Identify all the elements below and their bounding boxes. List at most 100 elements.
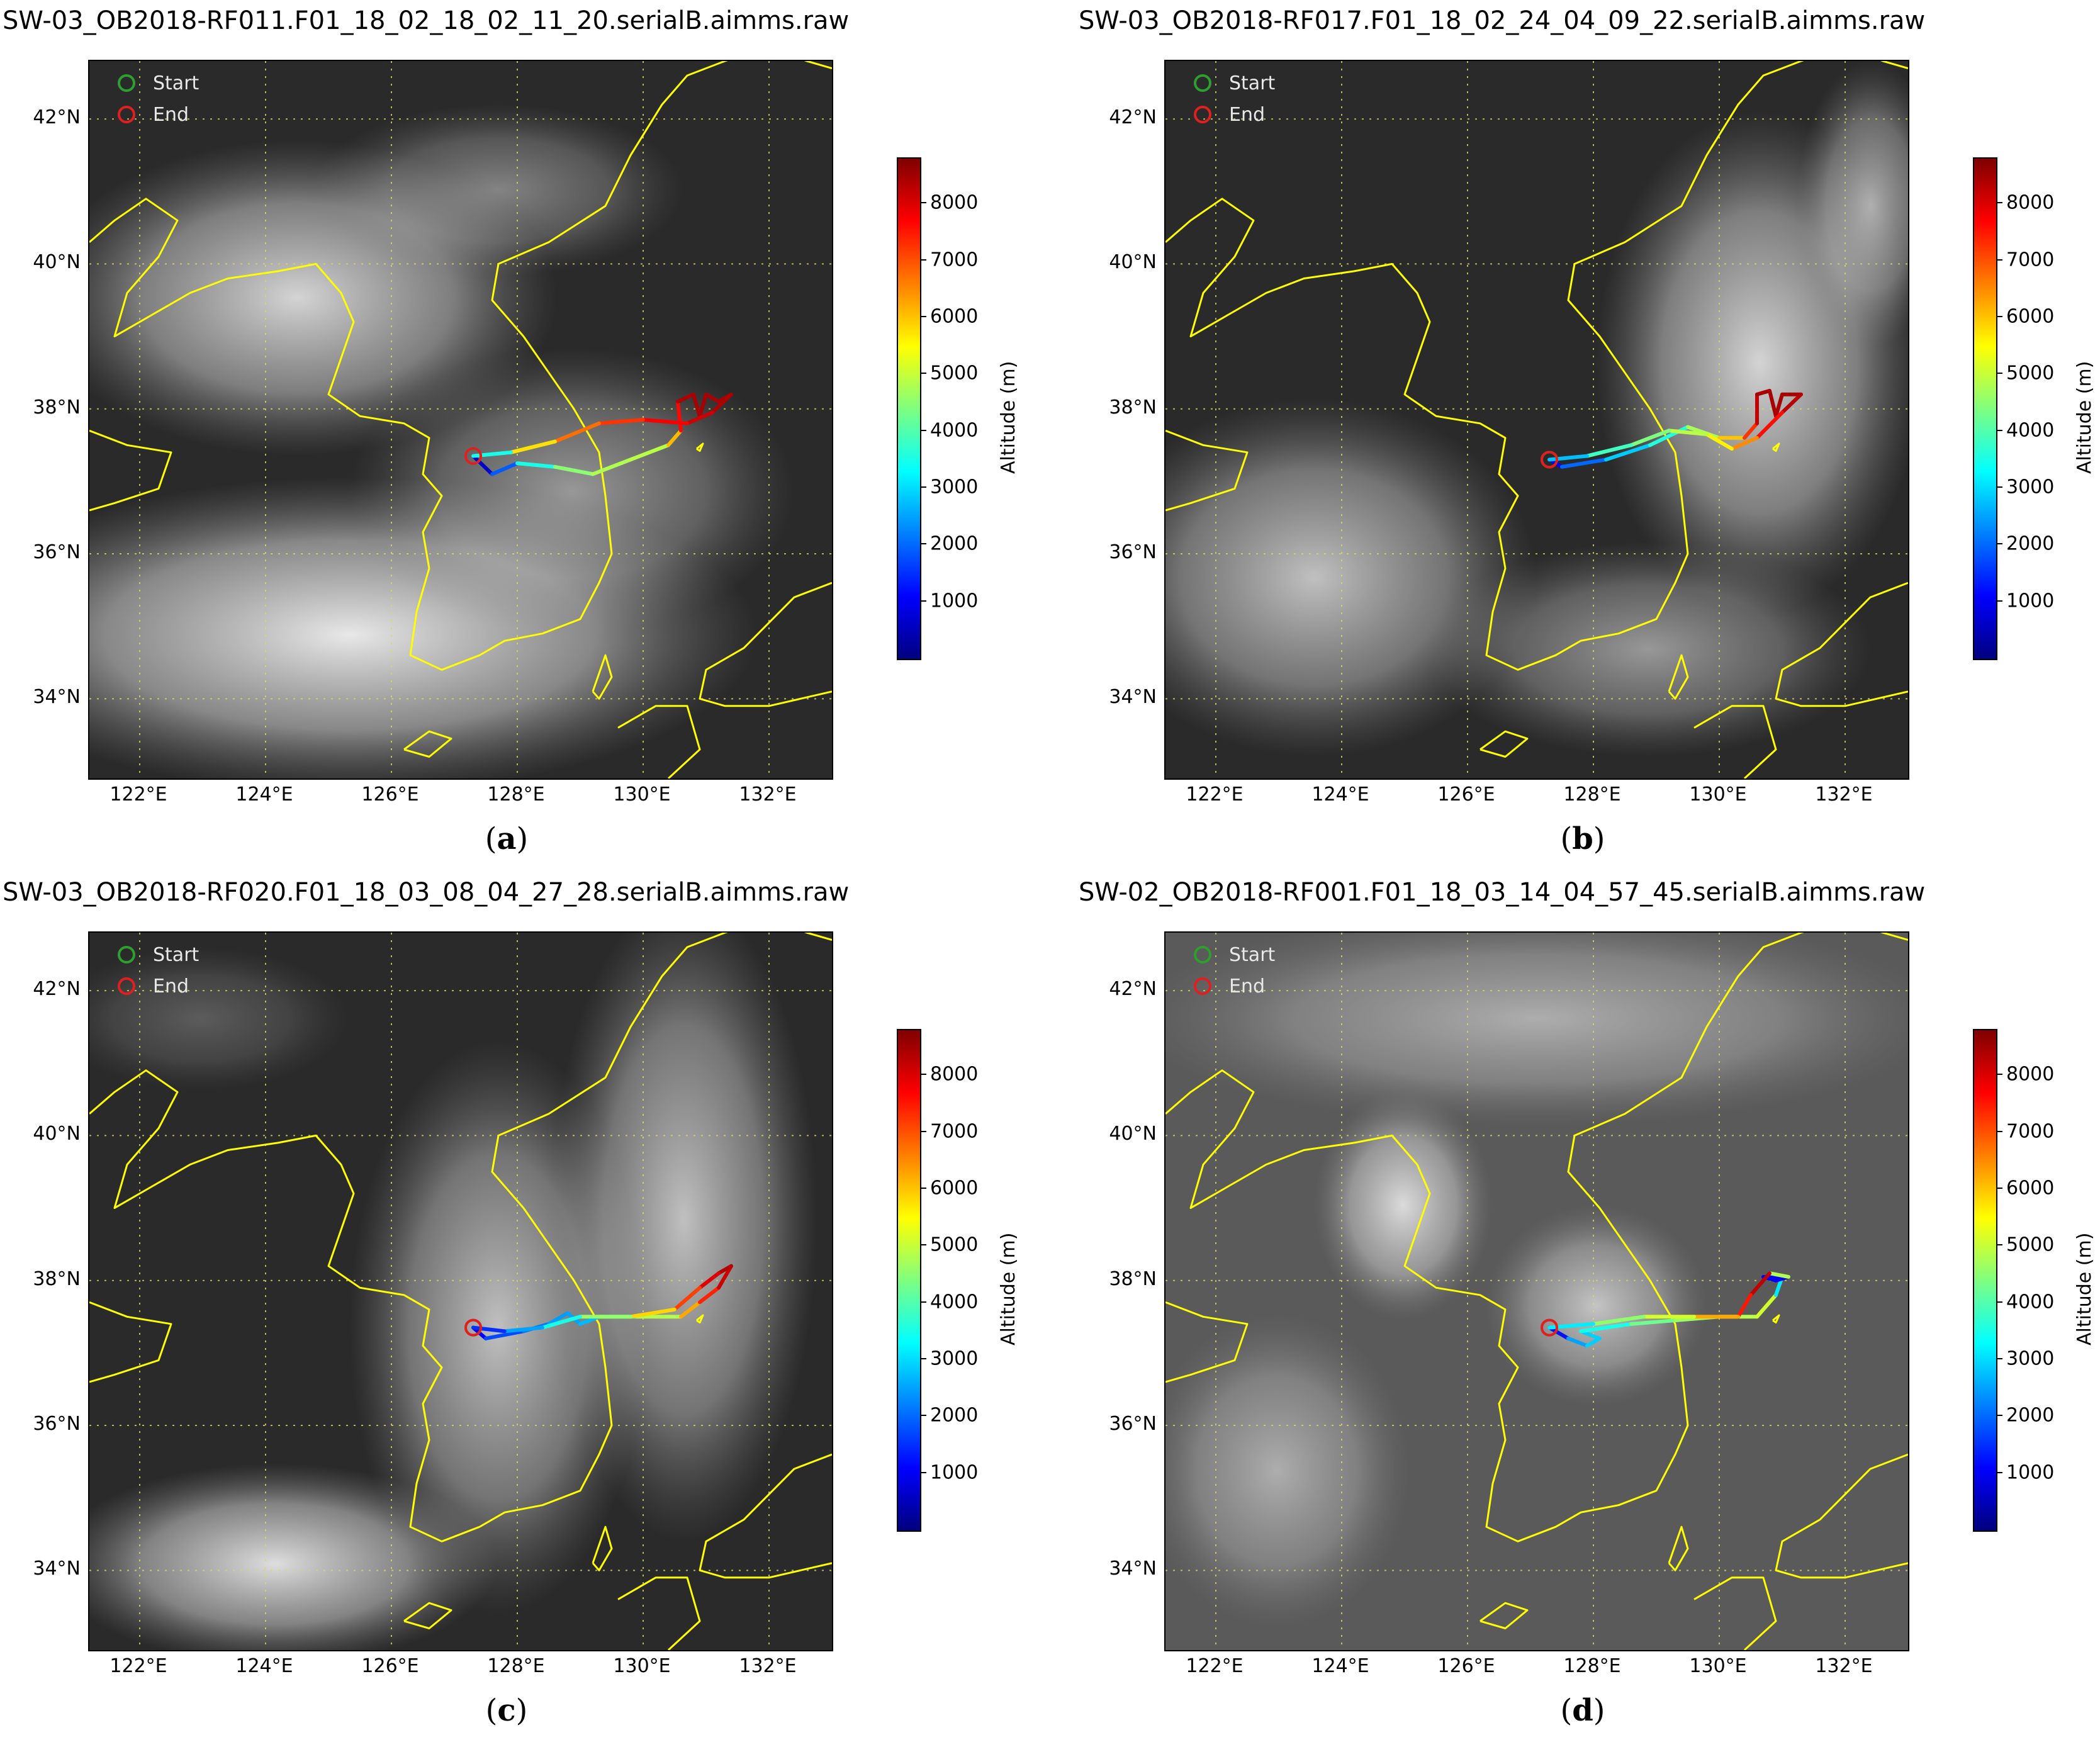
flight-track-segment: [591, 458, 632, 476]
lon-tick-label: 124°E: [235, 1655, 293, 1677]
map-layer: [89, 933, 832, 1650]
colorbar-tick-label: 8000: [930, 1063, 979, 1086]
flight-track-segment: [673, 1286, 702, 1312]
colorbar-tick-mark: [1996, 373, 2002, 374]
flight-track-segment: [1579, 1322, 1633, 1334]
panel-letter-text: d: [1572, 1693, 1593, 1728]
lat-tick-label: 42°N: [33, 106, 81, 129]
panel-title: SW-03_OB2018-RF011.F01_18_02_18_02_11_20…: [3, 6, 850, 35]
lat-tick-label: 40°N: [33, 251, 81, 274]
legend-end-marker: [118, 977, 135, 995]
colorbar-tick-label: 6000: [930, 1177, 979, 1199]
flight-track-segment: [484, 1329, 525, 1340]
cloud-area: [1485, 1205, 1708, 1407]
map-legend: Start End: [118, 939, 199, 1002]
flight-track-segment: [692, 392, 702, 418]
lon-tick-label: 122°E: [1186, 1655, 1244, 1677]
lon-tick-label: 126°E: [361, 784, 419, 806]
panel-letter-text: c: [497, 1693, 516, 1728]
altitude-colorbar: [1973, 1029, 1997, 1532]
satellite-map: Start End: [88, 931, 833, 1651]
lon-tick-label: 124°E: [1311, 784, 1369, 806]
flight-track-segment: [1667, 429, 1709, 437]
legend-start-marker: [1194, 946, 1211, 963]
end-marker: [464, 1318, 482, 1337]
legend-end-marker: [1194, 977, 1211, 995]
satellite-map: Start End: [1164, 931, 1909, 1651]
flight-track-segment: [503, 1325, 544, 1334]
colorbar-tick-mark: [1996, 259, 2002, 261]
coastline: [1668, 1525, 1689, 1571]
map-legend: Start End: [118, 67, 199, 130]
flight-track-segment: [1547, 1325, 1570, 1340]
flight-track-segment: [704, 392, 721, 404]
end-marker: [1541, 1318, 1558, 1337]
flight-track-segment: [509, 439, 557, 454]
lat-tick-label: 40°N: [33, 1123, 81, 1145]
flight-track-segment: [676, 400, 683, 433]
colorbar-tick-label: 5000: [2006, 362, 2055, 385]
lat-tick-label: 38°N: [33, 396, 81, 418]
coastline: [1165, 429, 1249, 512]
colorbar-tick-mark: [920, 1415, 926, 1417]
colorbar-tick-label: 4000: [930, 419, 979, 442]
coastline: [699, 581, 832, 707]
legend-start-marker: [118, 74, 135, 92]
flight-track-segment: [698, 1286, 721, 1305]
colorbar-tick-label: 2000: [930, 1404, 979, 1427]
lon-tick-label: 130°E: [613, 1655, 671, 1677]
coastline: [592, 1525, 613, 1571]
flight-track-segment: [717, 1264, 733, 1290]
flight-track-segment: [1780, 392, 1803, 415]
lon-tick-label: 132°E: [739, 1655, 797, 1677]
colorbar-label: Altitude (m): [2074, 1232, 2096, 1345]
panel-letter: (a): [485, 821, 529, 857]
coastline: [1801, 61, 1908, 69]
colorbar-tick-mark: [920, 1301, 926, 1303]
map-layer: [1165, 61, 1908, 778]
lat-tick-label: 38°N: [33, 1267, 81, 1290]
colorbar-tick-label: 7000: [930, 249, 979, 271]
legend-end: End: [1194, 970, 1275, 1002]
coastline: [1775, 1453, 1908, 1579]
lat-tick-label: 38°N: [1109, 396, 1157, 418]
colorbar-tick-mark: [1996, 1074, 2002, 1076]
colorbar-tick-label: 1000: [2006, 590, 2055, 612]
panel-a: SW-03_OB2018-RF011.F01_18_02_18_02_11_20…: [0, 0, 1024, 872]
flight-track-segment: [553, 464, 595, 476]
flight-track-segment: [1604, 443, 1652, 462]
map-legend: Start End: [1194, 67, 1275, 130]
flight-track-segment: [1592, 1315, 1646, 1326]
satellite-map: Start End: [88, 60, 833, 780]
colorbar-tick-mark: [1996, 1301, 2002, 1303]
lat-tick-label: 40°N: [1109, 251, 1157, 274]
cloud-area: [312, 104, 683, 276]
colorbar-tick-mark: [920, 1074, 926, 1076]
colorbar-tick-label: 8000: [2006, 1063, 2055, 1086]
flight-track-segment: [471, 454, 494, 476]
colorbar-tick-label: 6000: [2006, 305, 2055, 328]
altitude-colorbar: [897, 157, 921, 660]
flight-track-segment: [1730, 435, 1759, 451]
colorbar-tick-label: 5000: [930, 362, 979, 385]
flight-track-segment: [541, 1315, 582, 1330]
colorbar-tick-label: 3000: [930, 1347, 979, 1370]
coastline: [1772, 442, 1780, 452]
colorbar-tick-label: 8000: [930, 191, 979, 214]
colorbar-tick-label: 3000: [2006, 1347, 2055, 1370]
colorbar-tick-mark: [1996, 600, 2002, 602]
legend-end: End: [1194, 99, 1275, 130]
legend-start-marker: [1194, 74, 1211, 92]
colorbar-tick-label: 2000: [2006, 532, 2055, 555]
lon-tick-label: 128°E: [487, 1655, 545, 1677]
flight-track-segment: [1629, 1318, 1677, 1326]
flight-track-segment: [547, 1311, 570, 1326]
coastline: [89, 1301, 172, 1383]
cloud-area: [1314, 1090, 1493, 1320]
cloud-area: [1797, 61, 1908, 348]
coastline: [89, 429, 172, 512]
legend-end-label: End: [153, 103, 189, 126]
colorbar-tick-label: 5000: [2006, 1233, 2055, 1256]
panel-letter: (b): [1560, 821, 1605, 857]
colorbar-tick-mark: [920, 1187, 926, 1189]
